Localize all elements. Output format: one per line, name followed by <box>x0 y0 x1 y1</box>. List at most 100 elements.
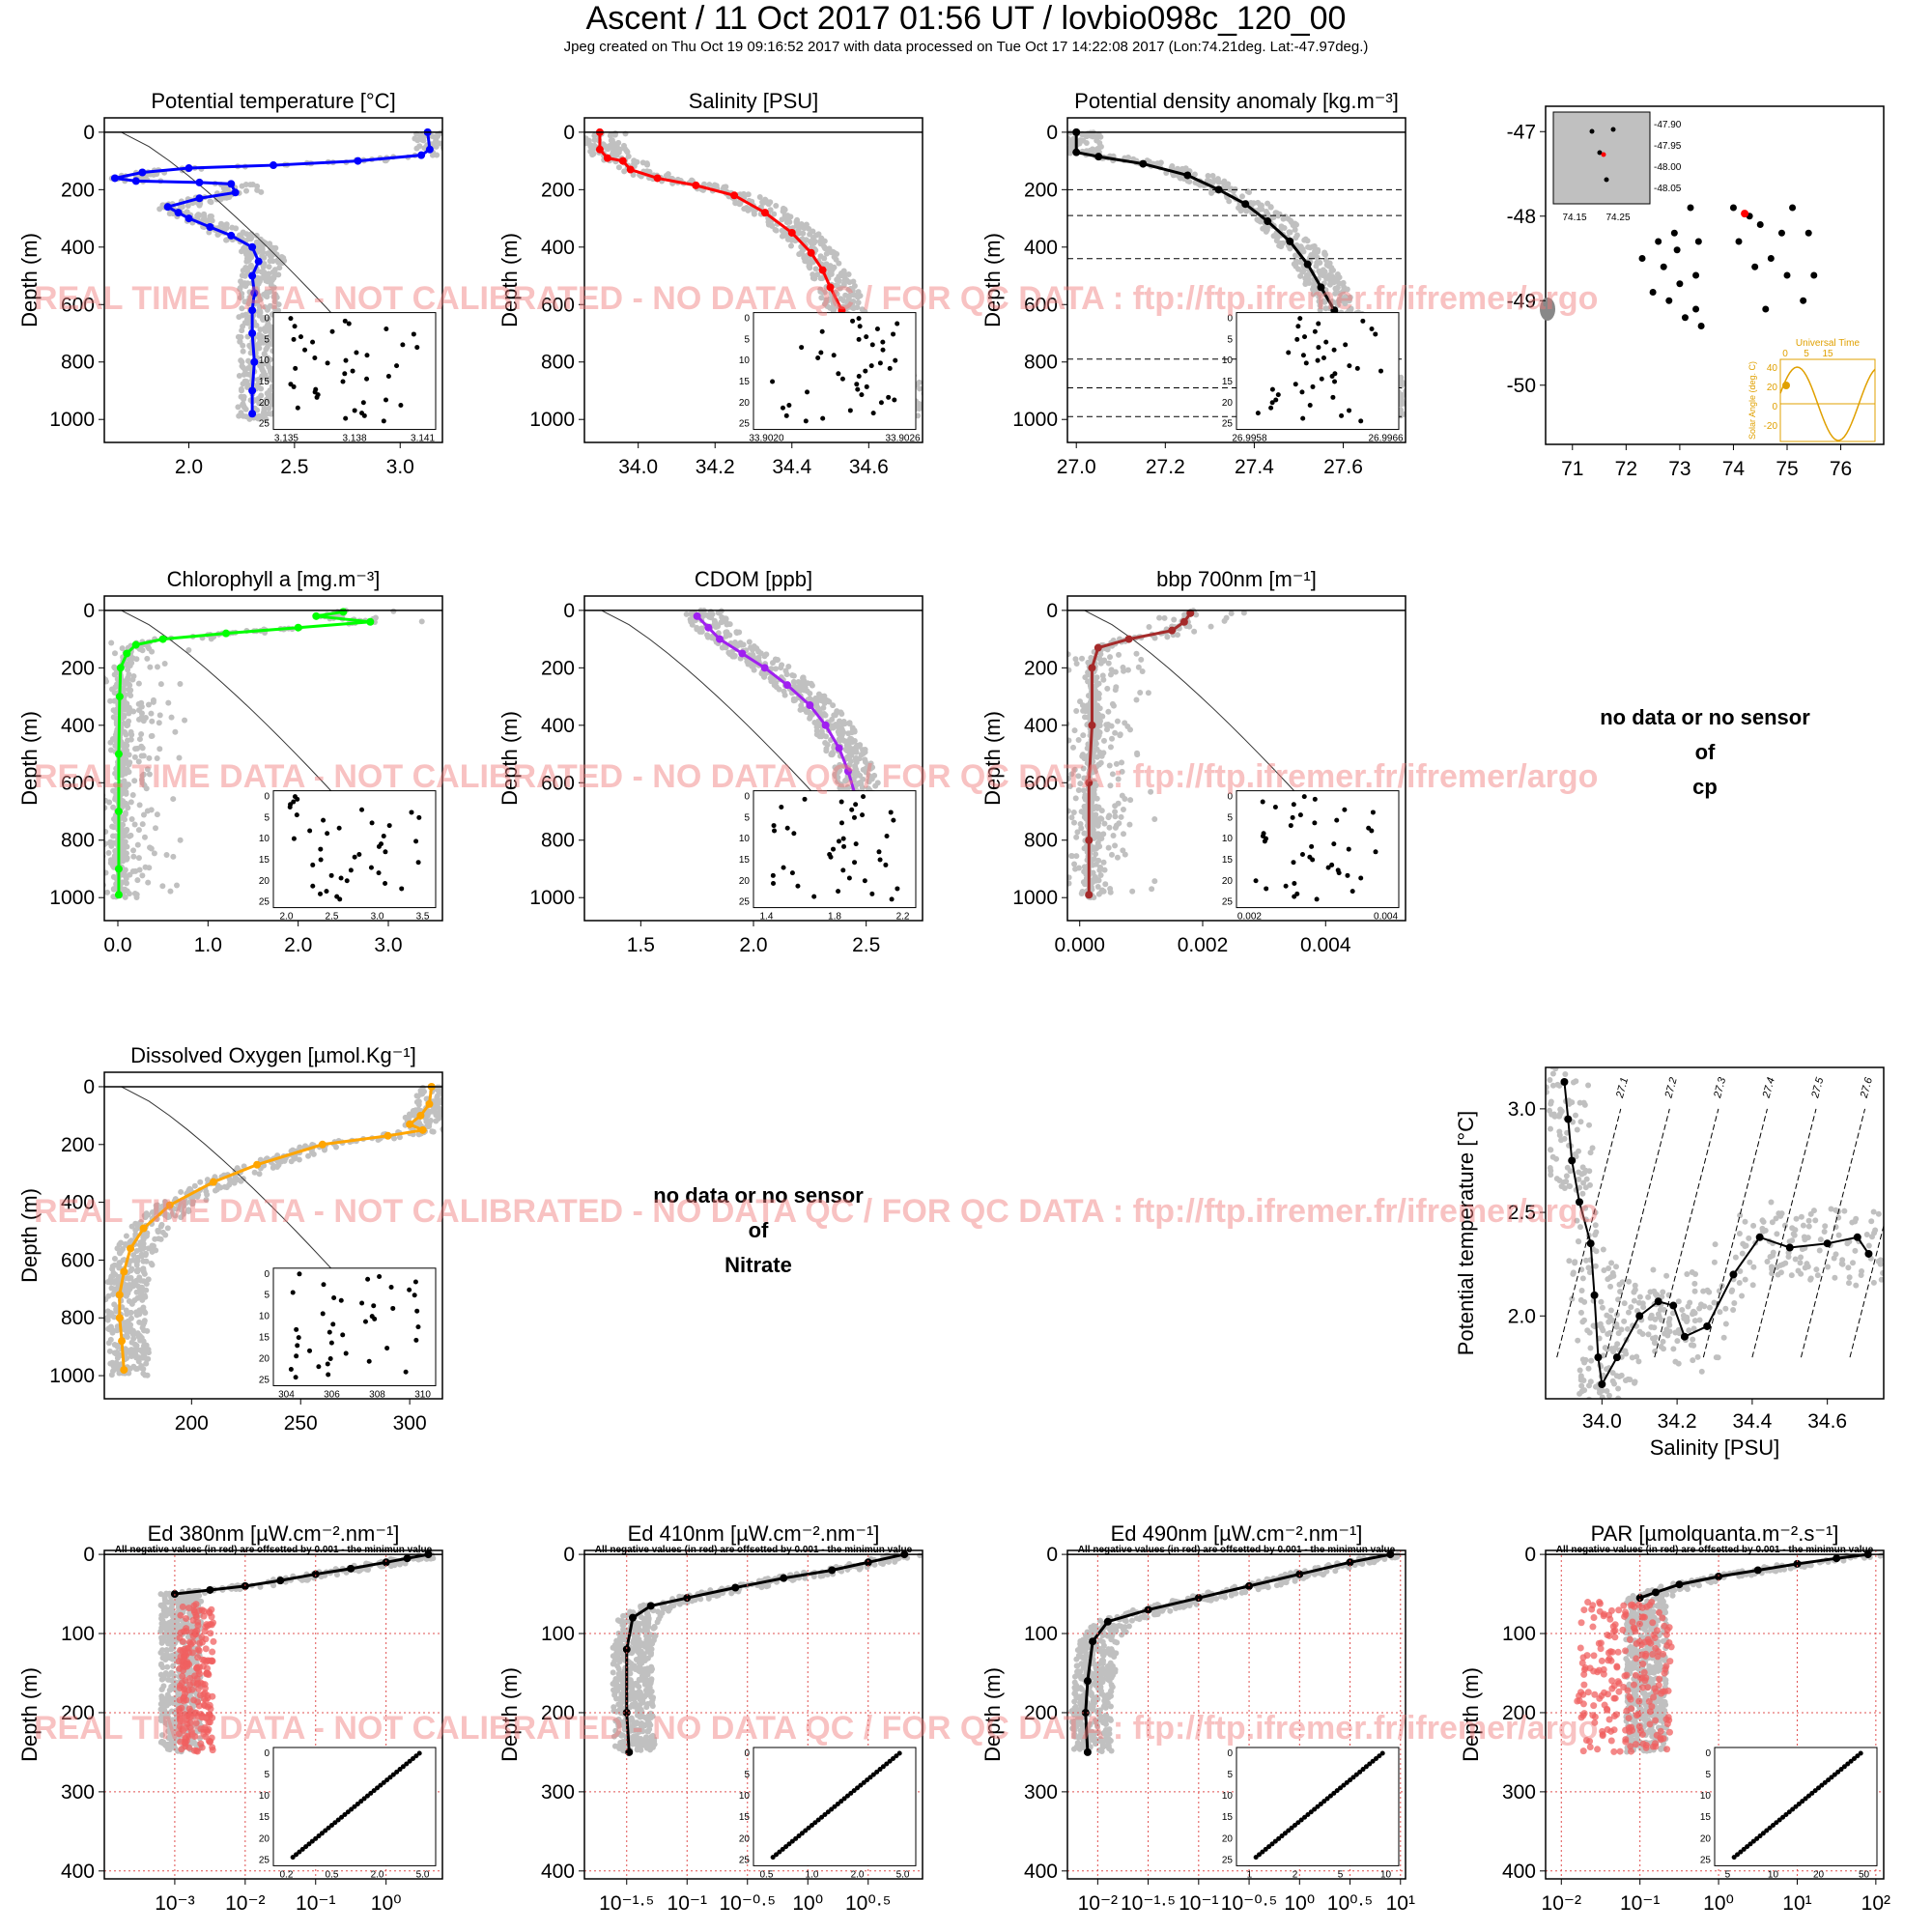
temp-history-point <box>239 183 245 189</box>
oxy-history-point <box>138 1347 145 1353</box>
cdom-inset-x-label: 2.2 <box>896 912 910 923</box>
bbp-y-tick-label: 200 <box>1024 657 1058 679</box>
bbp-history-point <box>1067 874 1072 881</box>
dens-history-point <box>1080 137 1087 144</box>
chl-history-point <box>104 828 109 835</box>
chl-history-point <box>123 850 129 857</box>
sal-inset-point <box>856 336 862 342</box>
chl-inset-point <box>328 872 334 878</box>
oxy-history-point <box>288 1158 295 1165</box>
sal-history-point <box>807 231 813 238</box>
dens-history-point <box>1332 290 1339 297</box>
oxy-history-point <box>143 1287 150 1293</box>
temp-history-point <box>239 358 245 365</box>
sal-inset-point <box>856 316 862 322</box>
temp-inset-y-label: 0 <box>264 314 270 325</box>
dens-inset-point <box>1294 336 1300 342</box>
bbp-inset-x-label: 0.004 <box>1374 912 1398 923</box>
dens-history-point <box>1263 228 1269 235</box>
chl-inset-x-label: 3.0 <box>371 912 384 923</box>
bbp-history-point <box>1240 610 1247 616</box>
bbp-history-point <box>1072 795 1079 802</box>
chl-history-point <box>128 816 135 823</box>
chl-history-point <box>123 875 129 882</box>
temp-inset-point <box>360 400 366 406</box>
dens-history-point <box>1317 302 1323 309</box>
oxy-history-point <box>417 1089 424 1095</box>
dens-history-point <box>1094 146 1100 153</box>
temp-history-point <box>267 258 273 265</box>
chl-history-point <box>135 758 142 765</box>
chl-history-point <box>418 618 425 625</box>
dens-inset-point <box>1312 328 1318 334</box>
bbp-inset-y-label: 0 <box>1227 792 1233 803</box>
bbp-history-point <box>1104 685 1111 692</box>
bbp-history-point <box>1112 687 1119 694</box>
sal-inset-y-label: 5 <box>744 334 750 345</box>
sal-history-point <box>665 171 671 178</box>
temp-history-point <box>431 133 438 140</box>
sal-history-point <box>820 289 827 296</box>
sal-frame <box>583 117 923 443</box>
bbp-x-tick-label: 0.002 <box>1178 934 1229 956</box>
sal-history-point <box>779 233 785 240</box>
bbp-history-point <box>1095 891 1102 897</box>
chl-history-point <box>165 699 172 706</box>
sal-history-point <box>817 253 824 260</box>
temp-inset-point <box>343 357 349 363</box>
bbp-inset-point <box>1297 812 1303 818</box>
chl-history-point <box>126 686 132 693</box>
cdom-inset-y-label: 15 <box>739 855 751 866</box>
chl-history-point <box>185 647 192 654</box>
chl-history-point <box>151 850 157 857</box>
chl-history-point <box>90 863 96 868</box>
cdom-profile-point <box>835 744 843 753</box>
bbp-history-point <box>1223 614 1230 621</box>
cdom-inset-point <box>877 857 883 863</box>
bbp-profile-point <box>1179 617 1188 626</box>
oxy-history-point <box>172 1212 179 1219</box>
dens-history-point <box>1178 174 1184 181</box>
temp-history-point <box>242 406 249 412</box>
temp-history-point <box>241 396 247 403</box>
chl-history-point <box>140 811 147 818</box>
cdom-history-point <box>814 705 821 712</box>
dens-frame <box>1066 117 1406 443</box>
bbp-history-point <box>1109 700 1116 707</box>
cdom-history-point <box>811 720 818 726</box>
bbp-history-point <box>1105 660 1112 667</box>
chl-history-point <box>138 703 145 710</box>
oxy-history-point <box>442 1108 448 1114</box>
bbp-inset-point <box>1345 872 1350 878</box>
bbp-y-tick-label: 800 <box>1024 830 1058 852</box>
sal-inset-point <box>805 389 810 395</box>
oxy-history-point <box>187 1198 194 1205</box>
sal-history-point <box>624 149 631 156</box>
cdom-history-point <box>806 709 812 716</box>
bbp-history-point <box>1094 753 1100 760</box>
oxy-history-point <box>444 1107 450 1113</box>
temp-history-point <box>412 135 418 142</box>
oxy-history-point <box>131 1297 138 1304</box>
temp-profile-point <box>270 161 277 170</box>
oxy-history-point <box>149 1248 156 1255</box>
bbp-inset-point <box>1329 862 1335 867</box>
temp-profile-point <box>227 231 236 240</box>
temp-history-point <box>255 308 262 315</box>
temp-history-point <box>434 152 440 158</box>
temp-history-point <box>268 369 274 376</box>
temp-history-point <box>185 203 191 210</box>
oxy-history-point <box>136 1287 143 1293</box>
bbp-inset-point <box>1369 828 1375 834</box>
sal-history-point <box>827 263 834 270</box>
temp-title: Potential temperature [°C] <box>151 89 395 113</box>
temp-history-point <box>217 196 224 203</box>
oxy-history-point <box>120 1257 127 1264</box>
cdom-inset-point <box>853 841 859 847</box>
chl-history-point <box>138 730 145 737</box>
dens-history-point <box>1157 159 1164 166</box>
temp-inset-point <box>411 331 416 337</box>
bbp-inset-point <box>1312 820 1318 826</box>
